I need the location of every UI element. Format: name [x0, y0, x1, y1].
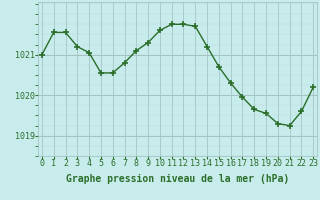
X-axis label: Graphe pression niveau de la mer (hPa): Graphe pression niveau de la mer (hPa) — [66, 174, 289, 184]
